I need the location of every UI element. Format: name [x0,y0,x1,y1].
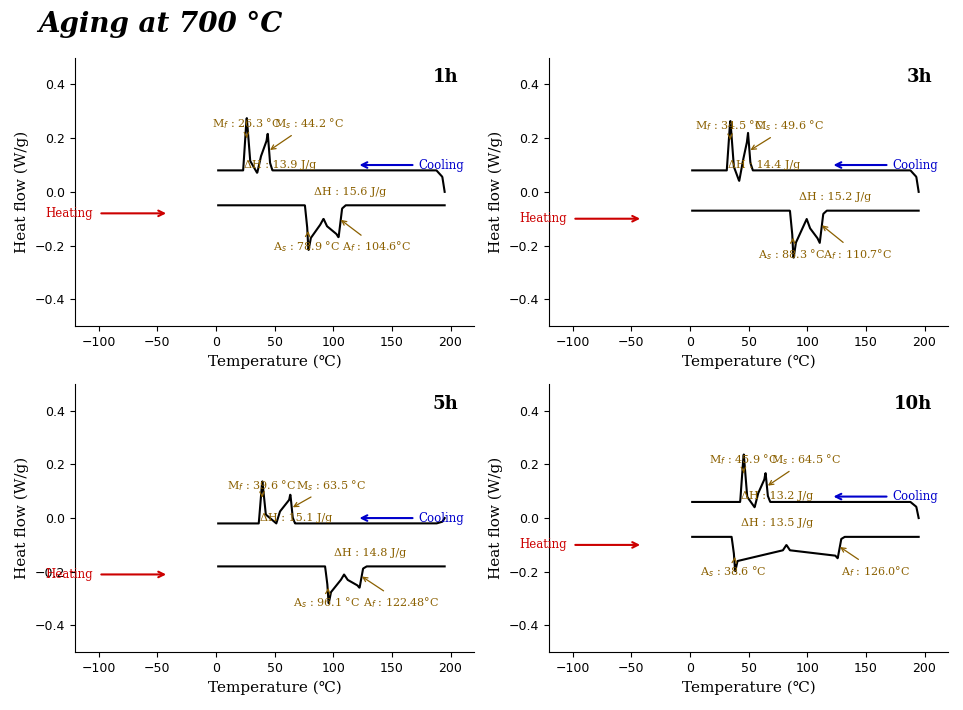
Text: Heating: Heating [45,568,92,581]
Text: M$_f$ : 39.6 °C: M$_f$ : 39.6 °C [227,478,297,496]
Text: M$_s$ : 49.6 °C: M$_s$ : 49.6 °C [751,119,824,149]
X-axis label: Temperature (℃): Temperature (℃) [682,354,816,368]
Text: Heating: Heating [519,538,566,552]
Text: 3h: 3h [906,68,932,87]
Text: A$_f$ : 104.6°C: A$_f$ : 104.6°C [342,221,411,254]
Text: Heating: Heating [45,207,92,220]
Text: 1h: 1h [432,68,458,87]
Text: M$_s$ : 64.5 °C: M$_s$ : 64.5 °C [769,452,842,485]
Text: ΔH : 14.8 J/g: ΔH : 14.8 J/g [334,547,406,557]
X-axis label: Temperature (℃): Temperature (℃) [208,354,342,368]
Text: Cooling: Cooling [419,158,464,172]
Y-axis label: Heat flow (W/g): Heat flow (W/g) [15,457,30,579]
X-axis label: Temperature (℃): Temperature (℃) [682,681,816,695]
Text: Cooling: Cooling [893,158,939,172]
Text: Cooling: Cooling [893,490,939,503]
Text: ΔH : 13.9 J/g: ΔH : 13.9 J/g [245,160,317,170]
Text: A$_f$ : 110.7°C: A$_f$ : 110.7°C [823,226,893,262]
Text: ΔH : 13.2 J/g: ΔH : 13.2 J/g [742,491,814,501]
Text: ΔH : 15.2 J/g: ΔH : 15.2 J/g [799,192,872,202]
Y-axis label: Heat flow (W/g): Heat flow (W/g) [15,131,30,253]
Text: ΔH : 14.4 J/g: ΔH : 14.4 J/g [728,160,800,170]
Text: A$_s$ : 96.1 °C: A$_s$ : 96.1 °C [294,589,360,610]
Y-axis label: Heat flow (W/g): Heat flow (W/g) [489,457,504,579]
Text: ΔH : 13.5 J/g: ΔH : 13.5 J/g [741,518,814,528]
Text: A$_s$ : 88.3 °C: A$_s$ : 88.3 °C [758,239,825,262]
Text: ΔH : 15.6 J/g: ΔH : 15.6 J/g [314,187,386,197]
Text: M$_s$ : 63.5 °C: M$_s$ : 63.5 °C [294,478,367,507]
Text: 10h: 10h [894,395,932,413]
Text: Heating: Heating [519,212,566,225]
Text: ΔH : 15.1 J/g: ΔH : 15.1 J/g [260,513,332,523]
Text: 5h: 5h [432,395,458,413]
Text: A$_s$ : 38.6 °C: A$_s$ : 38.6 °C [700,558,767,579]
Text: Cooling: Cooling [419,512,464,525]
Text: Aging at 700 °C: Aging at 700 °C [39,11,283,38]
Y-axis label: Heat flow (W/g): Heat flow (W/g) [489,131,504,253]
Text: A$_s$ : 78.9 °C: A$_s$ : 78.9 °C [273,232,340,254]
Text: M$_f$ : 26.3 °C: M$_f$ : 26.3 °C [212,116,280,137]
Text: A$_f$ : 122.48°C: A$_f$ : 122.48°C [363,577,439,610]
Text: A$_f$ : 126.0°C: A$_f$ : 126.0°C [841,548,911,579]
Text: M$_s$ : 44.2 °C: M$_s$ : 44.2 °C [272,116,344,149]
X-axis label: Temperature (℃): Temperature (℃) [208,681,342,695]
Text: M$_f$ : 34.5 °C: M$_f$ : 34.5 °C [695,119,765,139]
Text: M$_f$ : 45.9 °C: M$_f$ : 45.9 °C [709,452,777,473]
